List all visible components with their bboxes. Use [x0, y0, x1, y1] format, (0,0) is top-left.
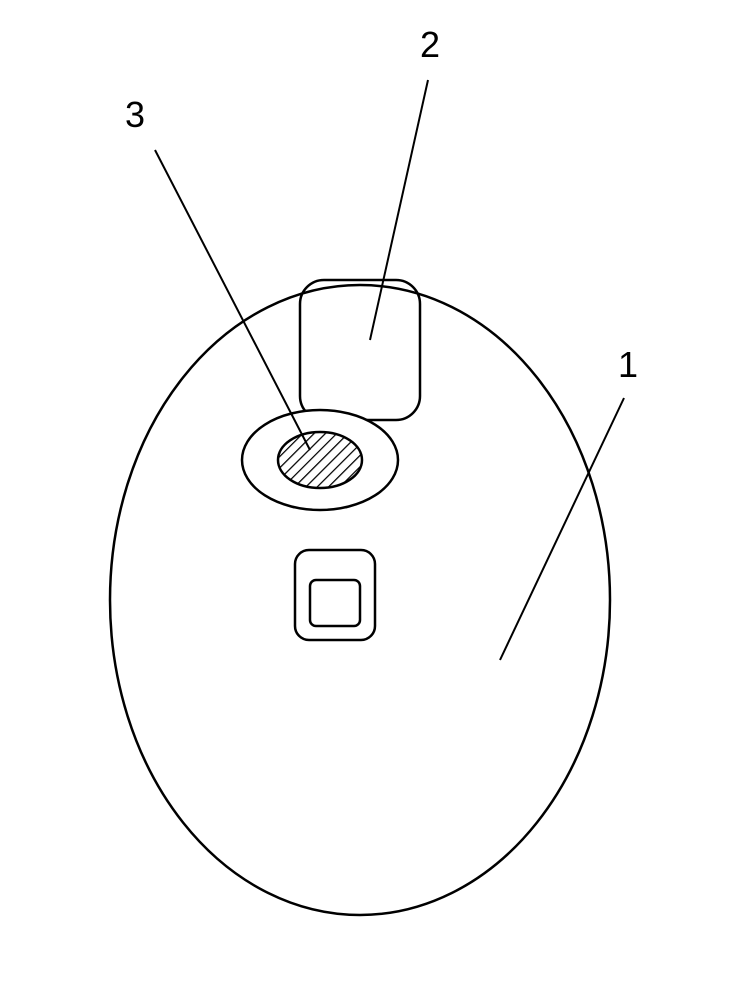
diagram-canvas	[0, 0, 752, 1000]
leader-line-1	[500, 398, 624, 660]
sensor-inner-ellipse	[278, 432, 362, 488]
top-tab-rect	[300, 280, 420, 420]
label-3: 3	[125, 94, 145, 136]
button-inner-rect	[310, 580, 360, 626]
label-2: 2	[420, 24, 440, 66]
label-1: 1	[618, 344, 638, 386]
